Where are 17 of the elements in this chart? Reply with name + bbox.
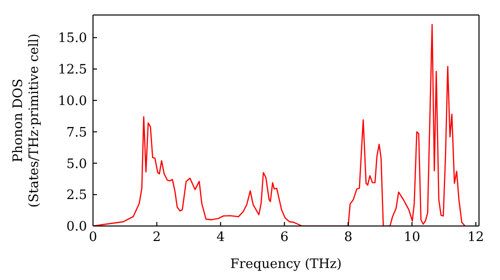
line-series	[93, 24, 466, 226]
x-tick-label: 10	[404, 230, 420, 246]
y-tick-label: 10.0	[58, 94, 87, 110]
x-tick-label: 4	[216, 230, 225, 246]
y-tick-label: 0.0	[66, 220, 87, 235]
x-tick-label: 0	[88, 230, 98, 246]
y-tick-label: 15.0	[58, 31, 87, 46]
y-tick-label: 12.5	[58, 62, 87, 78]
x-tick-label: 6	[280, 230, 289, 246]
y-tick-label: 7.5	[66, 125, 87, 140]
x-tick-label: 12	[468, 230, 484, 246]
x-axis-title: Frequency (THz)	[230, 257, 342, 272]
x-tick-label: 8	[344, 230, 352, 246]
y-tick-label: 5.0	[66, 156, 87, 172]
y-tick-label: 2.5	[66, 188, 87, 204]
y-axis-title: Phonon DOS (States/THz·primitive cell)	[11, 33, 42, 208]
x-tick-label: 2	[152, 230, 161, 246]
